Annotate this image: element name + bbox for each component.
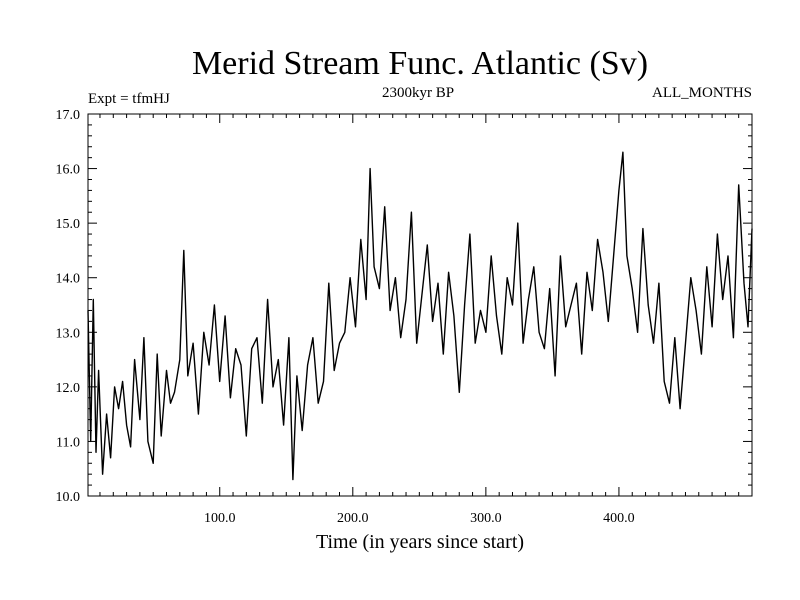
x-tick-label: 100.0 xyxy=(204,511,236,526)
x-axis-label: Time (in years since start) xyxy=(316,531,524,553)
tick-labels: 100.0 200.0 300.0 400.0 10.0 11.0 12.0 13.0 14.0… xyxy=(56,108,635,526)
y-tick-label: 14.0 xyxy=(56,272,81,287)
x-tick-label: 200.0 xyxy=(337,511,369,526)
x-tick-label: 300.0 xyxy=(470,511,502,526)
y-tick-label: 16.0 xyxy=(56,163,81,178)
experiment-label: Expt = tfmHJ xyxy=(88,91,170,107)
months-label: ALL_MONTHS xyxy=(652,85,752,101)
period-label: 2300kyr BP xyxy=(382,85,454,101)
series-line-amoc xyxy=(87,151,753,481)
chart-title: Merid Stream Func. Atlantic (Sv) xyxy=(192,45,648,82)
y-tick-label: 12.0 xyxy=(56,381,81,396)
y-tick-label: 15.0 xyxy=(56,217,81,232)
y-tick-label: 10.0 xyxy=(56,490,81,505)
plot-area xyxy=(87,151,753,481)
y-tick-label: 13.0 xyxy=(56,326,81,341)
y-tick-label: 11.0 xyxy=(56,435,80,450)
x-tick-label: 400.0 xyxy=(603,511,635,526)
y-tick-label: 17.0 xyxy=(56,108,81,123)
axis-ticks xyxy=(88,113,752,497)
plot-frame xyxy=(87,113,753,497)
